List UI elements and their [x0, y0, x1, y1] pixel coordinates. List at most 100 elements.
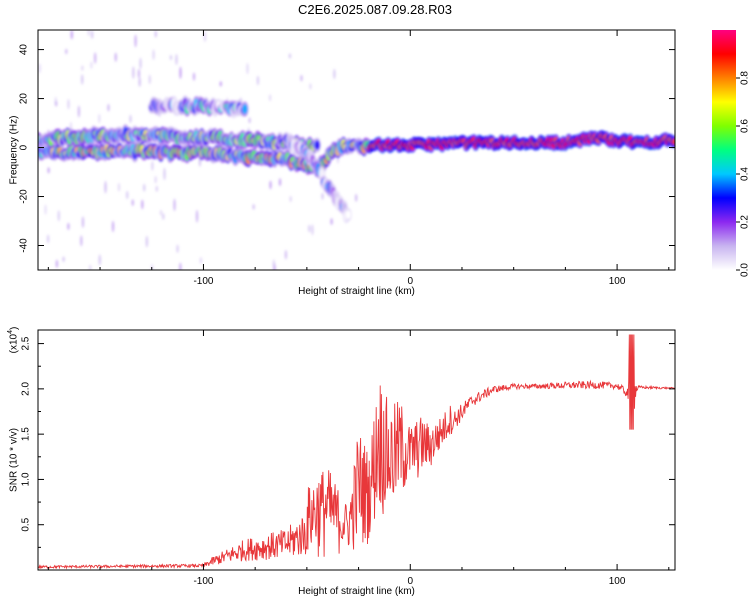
spectral-noise-mark	[134, 34, 137, 48]
spectral-noise-mark	[278, 178, 282, 187]
spectral-noise-mark	[81, 216, 85, 228]
spectral-noise-mark	[308, 224, 311, 233]
spectral-noise-mark	[69, 121, 73, 131]
spectral-noise-mark	[246, 62, 249, 75]
spectral-noise-mark	[289, 195, 292, 203]
spectral-noise-mark	[321, 192, 324, 200]
spectral-noise-mark	[141, 199, 144, 210]
y-tick-label: -20	[19, 189, 30, 204]
x-axis-label: Height of straight line (km)	[298, 286, 415, 297]
y-axis-label: Frequency (Hz)	[9, 116, 20, 185]
spectral-noise-mark	[203, 30, 207, 43]
spectral-noise-mark	[87, 30, 90, 36]
x-tick-label: 100	[609, 576, 626, 587]
spectral-noise-mark	[107, 103, 110, 112]
x-axis-label: Height of straight line (km)	[298, 586, 415, 597]
spectral-noise-mark	[354, 193, 358, 202]
spectral-noise-mark	[81, 65, 84, 71]
spectral-noise-mark	[129, 114, 132, 124]
spectral-noise-mark	[117, 182, 121, 192]
spectral-noise-mark	[132, 66, 135, 79]
y-tick-label: 2.0	[21, 381, 32, 395]
colorbar-tick-label: 0.2	[740, 215, 750, 229]
spectral-noise-mark	[89, 264, 92, 270]
x-tick-label: 0	[407, 576, 413, 587]
spectral-noise-mark	[57, 210, 60, 222]
spectral-noise-mark	[179, 66, 182, 79]
spectral-noise-mark	[175, 53, 178, 66]
spectral-noise-mark	[173, 198, 176, 212]
colorbar-tick-label: 0.4	[740, 167, 750, 181]
colorbar-tick-label: 0.6	[740, 119, 750, 133]
x-tick-label: -100	[193, 276, 213, 287]
spectral-noise-mark	[151, 161, 154, 171]
y-tick-label: 1.0	[21, 472, 32, 486]
spectral-noise-mark	[47, 167, 50, 174]
spectral-noise-mark	[169, 54, 173, 61]
spectral-noise-mark	[268, 94, 272, 102]
spectral-noise-mark	[143, 183, 146, 192]
y-axis-multiplier: (x104)	[7, 327, 20, 354]
spectral-noise-mark	[148, 74, 151, 85]
x-tick-label: 0	[407, 276, 413, 287]
spectral-noise-mark	[139, 57, 142, 70]
y-tick-label: 2.5	[21, 336, 32, 350]
x-tick-label: 100	[609, 276, 626, 287]
spectral-noise-mark	[154, 175, 157, 184]
spectral-noise-mark	[333, 68, 336, 80]
spectral-noise-mark	[131, 199, 134, 207]
spectral-noise-mark	[154, 30, 157, 38]
spectral-amplitude-mark	[314, 140, 320, 151]
spectral-noise-mark	[137, 68, 141, 79]
spectral-noise-mark	[38, 63, 41, 74]
spectral-noise-mark	[176, 244, 179, 253]
spectral-noise-mark	[77, 105, 81, 118]
spectral-amplitude-mark	[319, 168, 325, 179]
spectral-noise-mark	[98, 113, 101, 124]
snr-frame	[37, 329, 676, 571]
colorbar-tick-label: 0.8	[740, 71, 750, 85]
spectral-noise-mark	[300, 74, 303, 82]
spectral-noise-mark	[65, 48, 68, 55]
spectral-noise-mark	[81, 74, 84, 85]
spectral-amplitude-mark	[672, 138, 675, 145]
spectral-noise-mark	[111, 220, 115, 233]
spectral-noise-mark	[311, 224, 314, 236]
spectral-noise-mark	[126, 190, 129, 200]
y-tick-label: 0	[19, 144, 30, 150]
spectral-noise-mark	[44, 204, 47, 215]
spectral-noise-mark	[256, 75, 260, 86]
spectral-noise-mark	[179, 262, 182, 270]
spectral-noise-mark	[90, 30, 94, 39]
figure-title: C2E6.2025.087.09.28.R03	[298, 2, 452, 17]
colorbar: 0.00.20.40.60.8Normalized spectral ampli…	[712, 30, 750, 277]
spectral-noise-mark	[67, 222, 70, 231]
spectral-noise-mark	[54, 100, 58, 107]
spectrogram-plot-area	[38, 30, 675, 270]
y-tick-label: 1.5	[21, 427, 32, 441]
y-tick-label: 0.5	[21, 517, 32, 531]
spectral-noise-mark	[138, 77, 141, 88]
snr-plot-area	[38, 334, 675, 570]
spectral-noise-mark	[252, 204, 255, 210]
spectral-noise-mark	[114, 52, 117, 62]
colorbar-tick-label: 0.0	[740, 263, 750, 277]
spectral-noise-mark	[219, 81, 222, 87]
spectral-noise-mark	[70, 30, 73, 40]
spectral-noise-mark	[248, 117, 251, 124]
spectral-noise-mark	[288, 53, 292, 59]
spectral-noise-mark	[272, 259, 276, 269]
spectral-noise-mark	[159, 209, 163, 216]
spectral-noise-mark	[67, 98, 70, 110]
spectral-noise-mark	[80, 235, 83, 247]
spectral-noise-mark	[163, 167, 166, 181]
spectral-noise-mark	[152, 49, 155, 61]
y-tick-label: 40	[19, 44, 30, 56]
spectral-noise-mark	[55, 259, 59, 268]
spectral-amplitude-mark	[242, 103, 248, 115]
snr-series-line	[38, 334, 675, 570]
snr-axes: -100 0 100 0.5 1.0 1.5 2.0 2.5 Height of straigh…	[7, 327, 675, 597]
y-tick-label: 20	[19, 93, 30, 105]
spectral-noise-mark	[93, 52, 97, 64]
